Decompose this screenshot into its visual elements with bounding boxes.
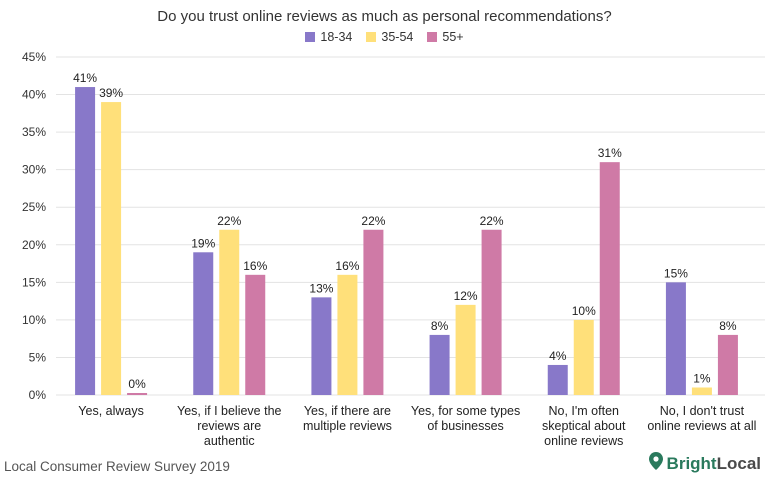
y-tick-label: 45%: [22, 50, 46, 64]
data-label: 22%: [480, 214, 504, 228]
data-label: 8%: [431, 319, 449, 333]
legend-swatch: [427, 32, 438, 42]
bar-18-34-1: [193, 252, 214, 395]
y-tick-label: 15%: [22, 275, 46, 289]
brand-text-part2: Local: [716, 453, 761, 473]
bar-18-34-2: [311, 297, 332, 395]
legend-swatch: [305, 32, 316, 42]
data-label: 4%: [549, 349, 567, 363]
x-tick-label: multiple reviews: [303, 419, 392, 433]
legend-label: 18-34: [320, 30, 353, 44]
data-label: 10%: [572, 304, 596, 318]
bar-35-54-1: [219, 229, 240, 395]
bar-55plus-5: [717, 334, 738, 395]
legend-item-18-34: 18-34: [305, 30, 352, 44]
data-label: 8%: [719, 319, 737, 333]
legend-item-55-plus: 55+: [427, 30, 464, 44]
x-tick-label: Yes, always: [78, 404, 144, 418]
bar-18-34-0: [75, 87, 96, 396]
x-tick-label: Yes, for some types: [411, 404, 520, 418]
x-tick-label: No, I'm often: [549, 404, 620, 418]
data-label: 16%: [335, 259, 359, 273]
y-tick-label: 35%: [22, 125, 46, 139]
data-label: 19%: [191, 236, 215, 250]
legend-label: 55+: [442, 30, 464, 44]
data-label: 12%: [454, 289, 478, 303]
chart-legend: 18-34 35-54 55+: [0, 30, 769, 44]
y-tick-label: 5%: [29, 350, 47, 364]
x-tick-label: reviews are: [197, 419, 261, 433]
location-pin-icon: [648, 452, 663, 475]
y-tick-label: 20%: [22, 238, 46, 252]
x-tick-label: Yes, if I believe the: [177, 404, 282, 418]
bar-18-34-3: [429, 334, 450, 395]
bar-55plus-2: [363, 229, 384, 395]
y-tick-label: 40%: [22, 88, 46, 102]
bar-55plus-4: [599, 162, 620, 395]
y-tick-label: 30%: [22, 163, 46, 177]
data-label: 1%: [693, 371, 711, 385]
x-tick-label: online reviews at all: [647, 419, 756, 433]
bar-55plus-3: [481, 229, 502, 395]
x-tick-label: skeptical about: [542, 419, 626, 433]
data-label: 31%: [598, 146, 622, 160]
bar-35-54-4: [573, 319, 594, 395]
bar-18-34-5: [665, 282, 686, 395]
legend-swatch: [366, 32, 377, 42]
bar-55plus-1: [245, 274, 266, 395]
data-label: 0%: [128, 377, 146, 391]
x-tick-label: No, I don't trust: [660, 404, 745, 418]
legend-label: 35-54: [381, 30, 414, 44]
y-tick-label: 25%: [22, 200, 46, 214]
data-label: 39%: [99, 86, 123, 100]
data-label: 41%: [73, 71, 97, 85]
bar-35-54-5: [691, 387, 712, 395]
data-label: 16%: [243, 259, 267, 273]
source-note: Local Consumer Review Survey 2019: [4, 459, 230, 474]
chart-title: Do you trust online reviews as much as p…: [157, 8, 612, 25]
data-label: 13%: [309, 281, 333, 295]
brand-text-part1: Bright: [666, 453, 717, 473]
data-label: 15%: [664, 266, 688, 280]
data-label: 22%: [217, 214, 241, 228]
bar-35-54-0: [101, 102, 122, 396]
bar-55plus-0: [127, 393, 148, 395]
x-tick-label: of businesses: [427, 419, 503, 433]
y-tick-label: 0%: [29, 388, 47, 402]
bar-35-54-3: [455, 304, 476, 395]
x-tick-label: Yes, if there are: [304, 404, 391, 418]
x-tick-label: online reviews: [544, 434, 623, 448]
legend-item-35-54: 35-54: [366, 30, 413, 44]
bar-18-34-4: [547, 364, 568, 395]
bar-35-54-2: [337, 274, 358, 395]
data-label: 22%: [361, 214, 385, 228]
x-tick-label: authentic: [204, 434, 255, 448]
brand-logo: Bright Local: [648, 452, 761, 475]
y-tick-label: 10%: [22, 313, 46, 327]
